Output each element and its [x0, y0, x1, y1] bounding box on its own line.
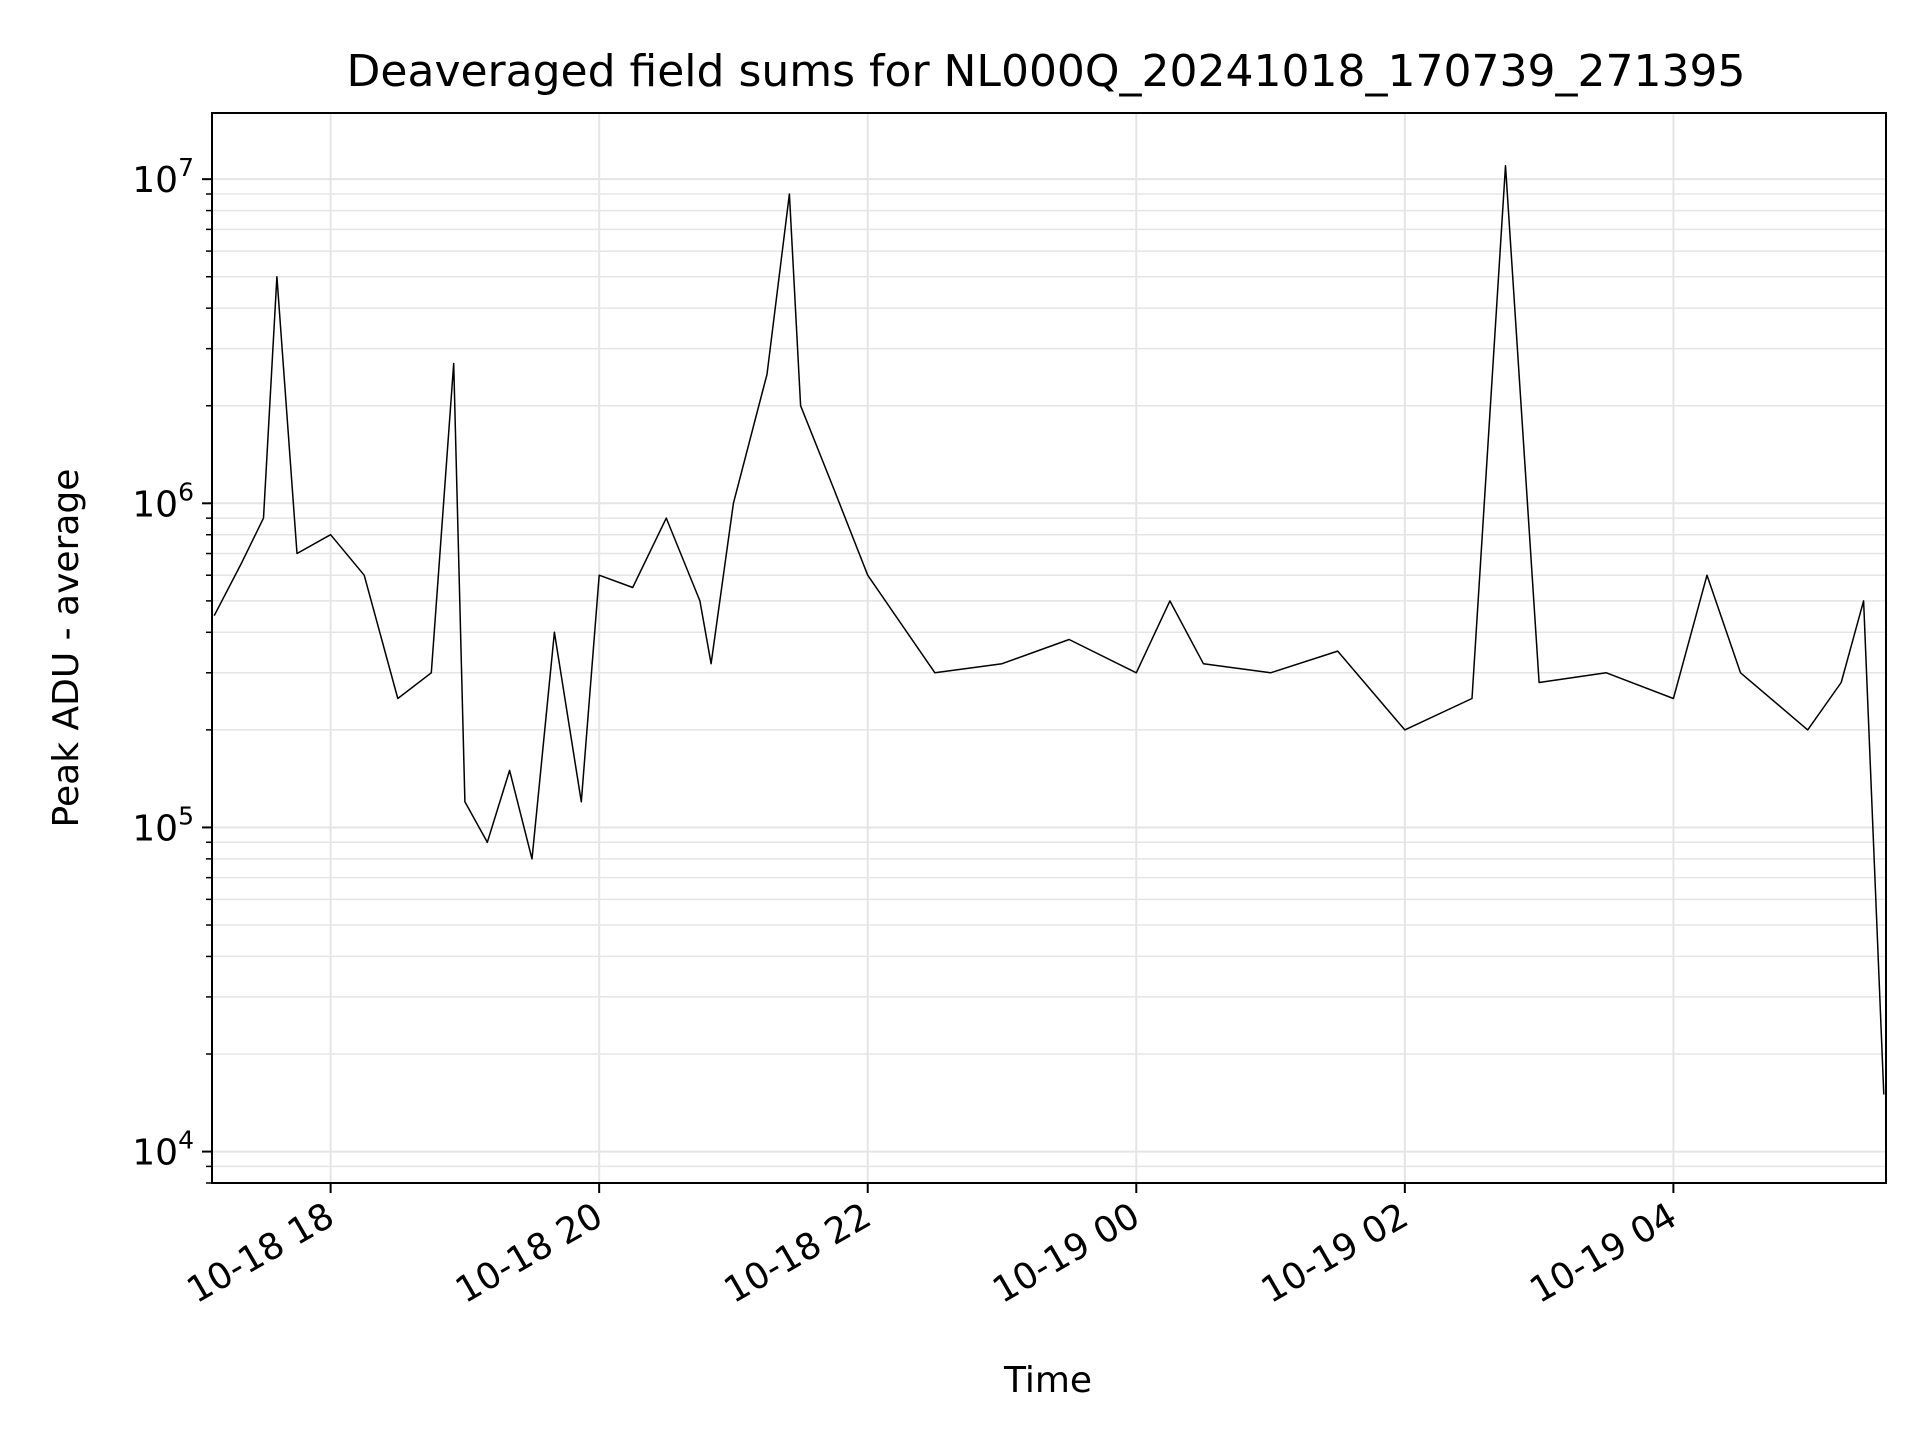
grid: [212, 113, 1886, 1184]
y-tick-label: 104: [132, 1126, 194, 1174]
x-axis-label: Time: [1003, 1360, 1092, 1401]
series-line: [213, 164, 1885, 1095]
y-tick-label: 105: [132, 801, 194, 849]
y-axis-label: Peak ADU - average: [46, 469, 87, 828]
plot-frame: [211, 112, 1887, 1184]
y-tick-label: 107: [132, 153, 194, 201]
chart-title: Deaveraged field sums for NL000Q_2024101…: [347, 46, 1746, 97]
y-axis: 104 105 106 107: [132, 153, 212, 1184]
y-tick-label: 106: [132, 477, 194, 525]
series-layer: [213, 164, 1885, 1095]
